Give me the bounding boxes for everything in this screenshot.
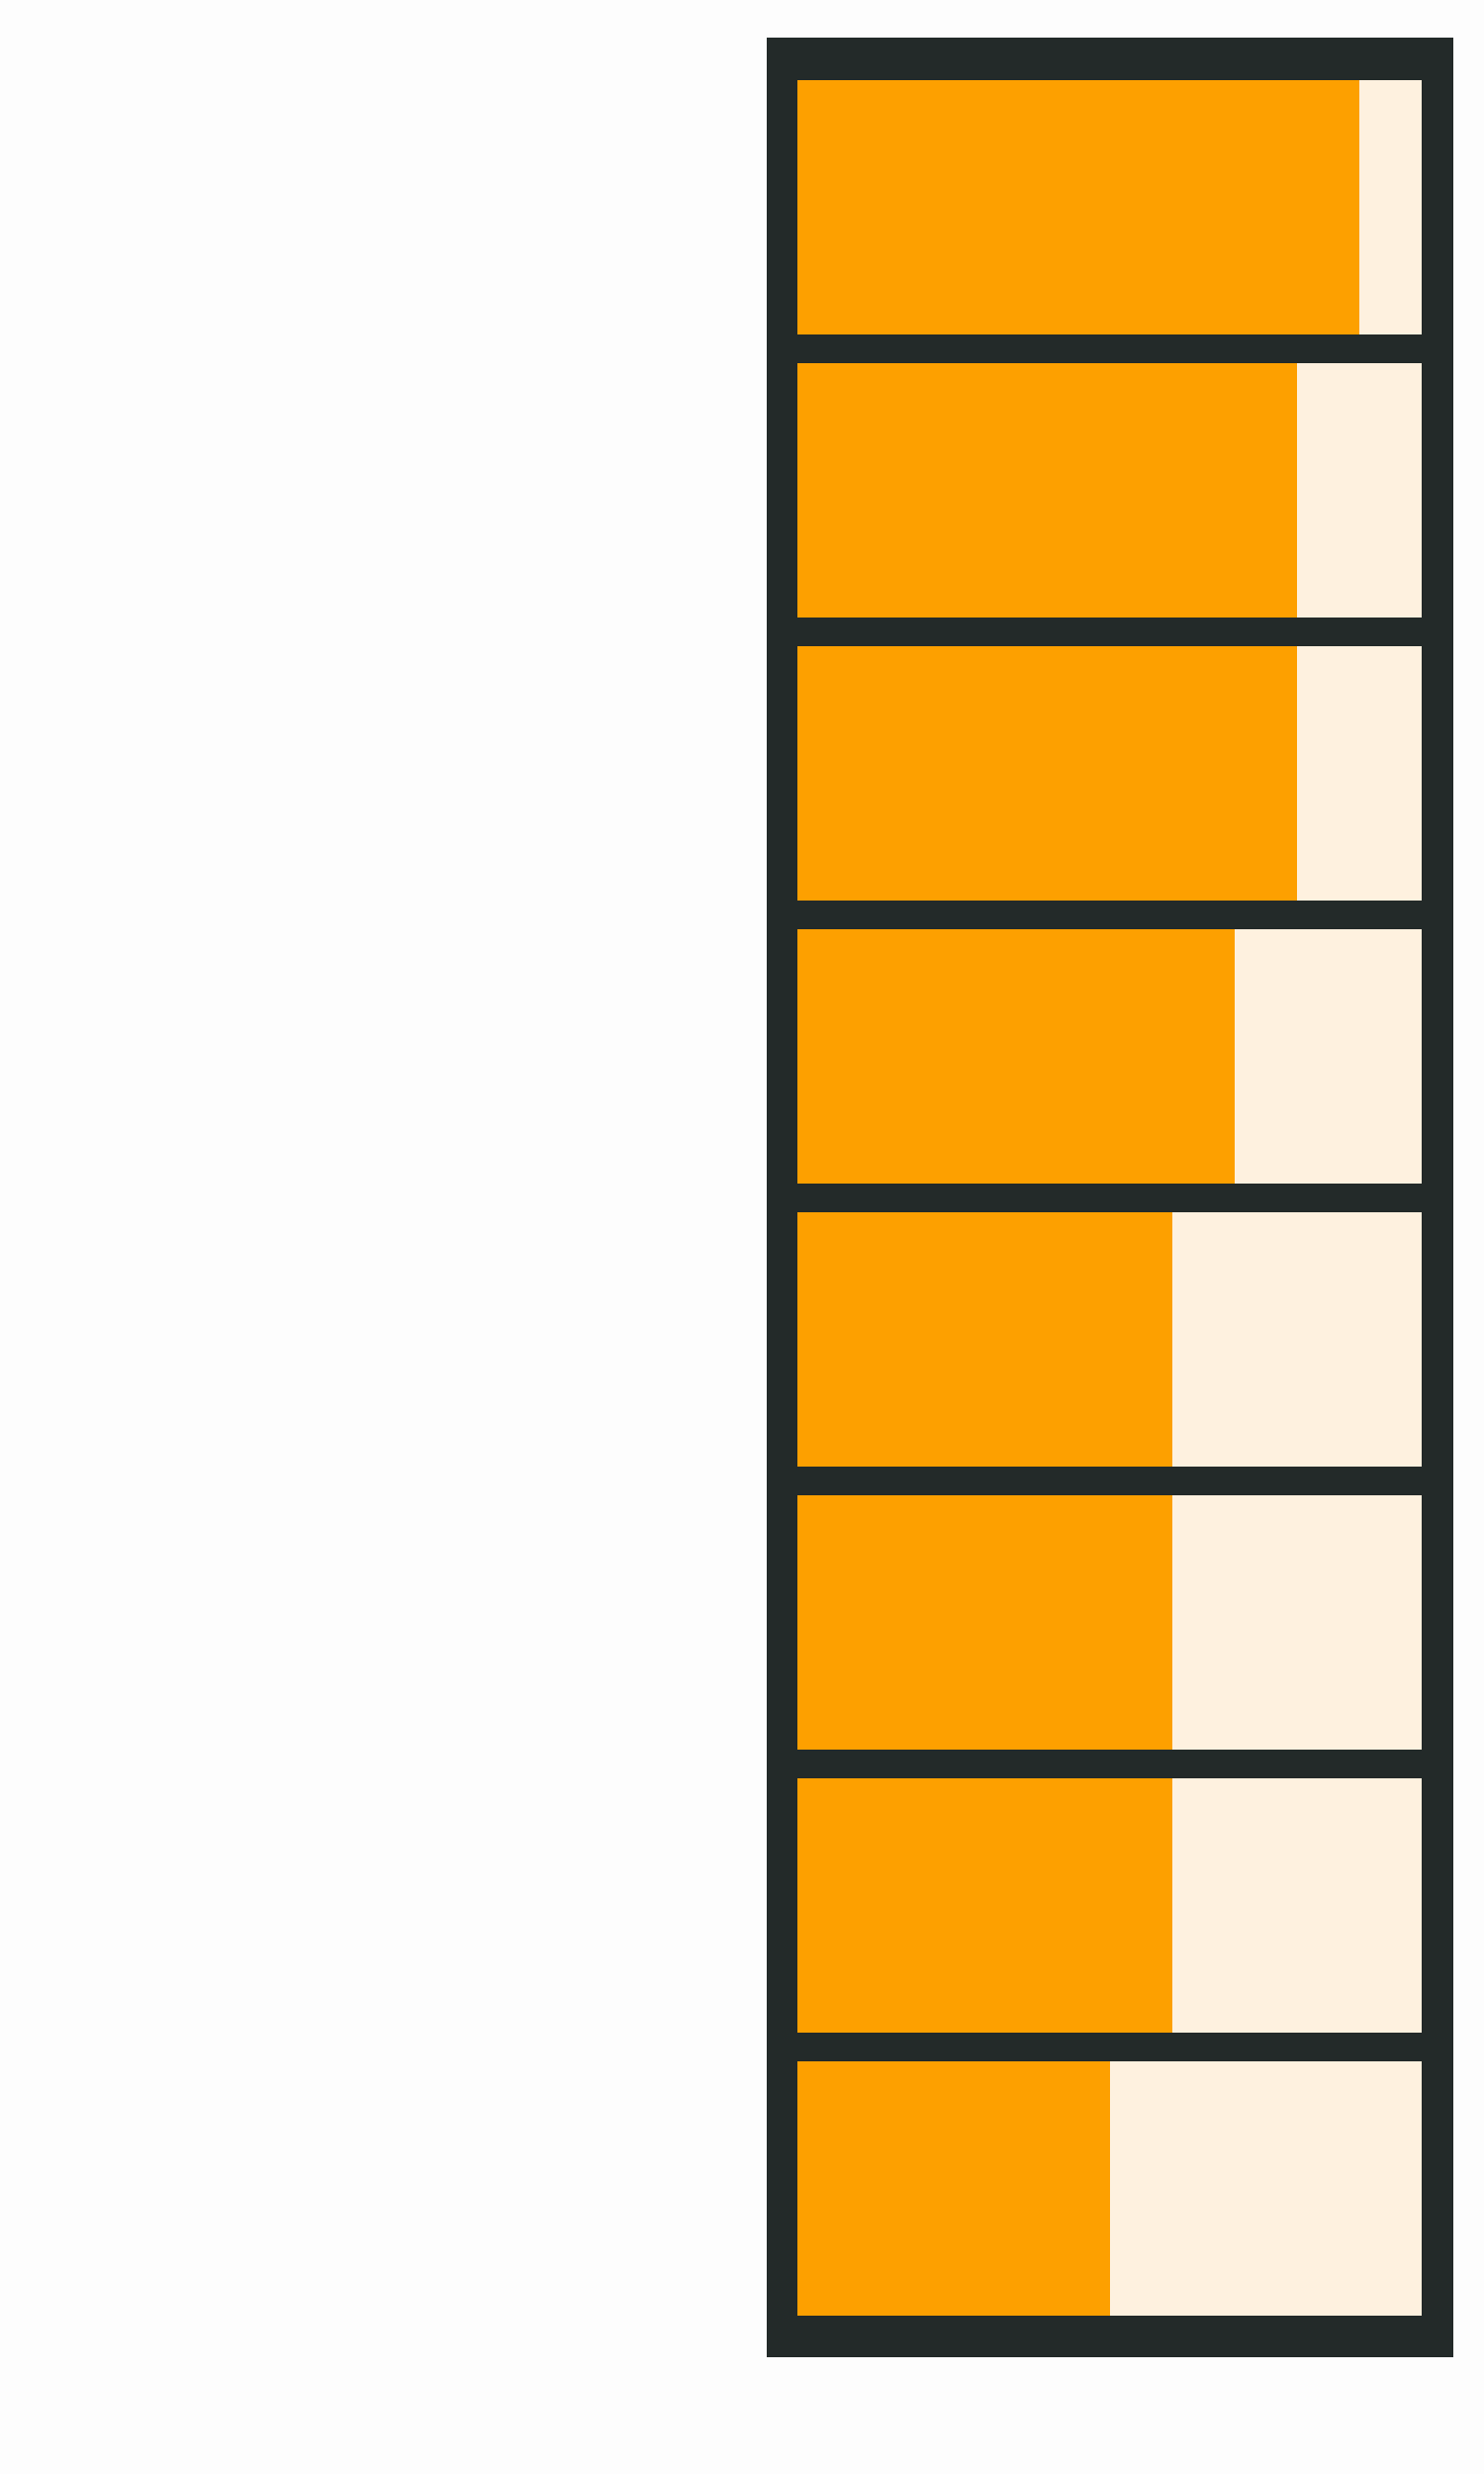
level-bar-1	[797, 80, 1422, 334]
level-bar-fill	[797, 1495, 1172, 1750]
level-bar-5	[797, 1212, 1422, 1467]
level-bar-fill	[797, 929, 1235, 1184]
level-bar-fill	[797, 646, 1297, 901]
level-bar-fill	[797, 1778, 1172, 2033]
level-bars-panel	[767, 38, 1453, 2357]
level-bar-3	[797, 646, 1422, 901]
level-bar-fill	[797, 363, 1297, 618]
level-bar-8	[797, 2061, 1422, 2316]
level-bar-2	[797, 363, 1422, 618]
level-bar-fill	[797, 2061, 1110, 2316]
level-bar-6	[797, 1495, 1422, 1750]
level-bar-7	[797, 1778, 1422, 2033]
level-bar-fill	[797, 1212, 1172, 1467]
level-bar-4	[797, 929, 1422, 1184]
level-bar-fill	[797, 80, 1359, 334]
